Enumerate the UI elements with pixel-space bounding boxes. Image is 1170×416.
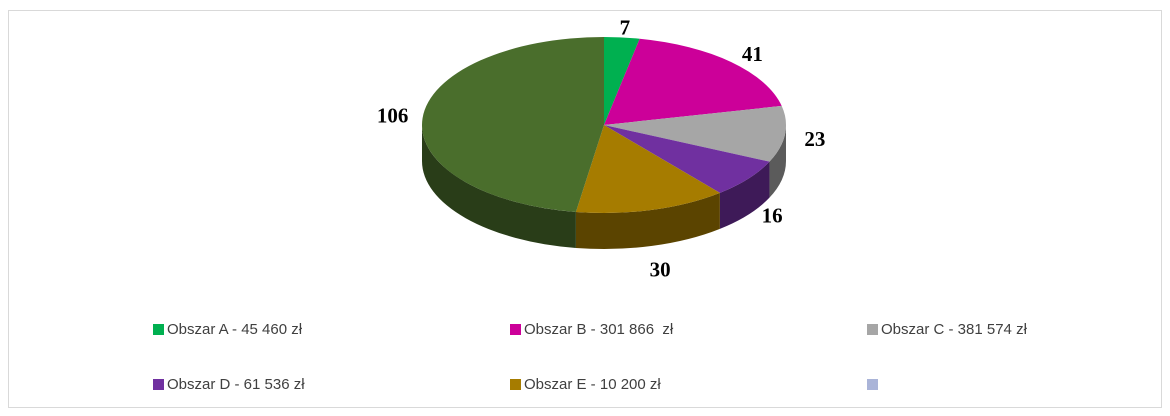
legend-label: Obszar A - 45 460 zł: [167, 321, 303, 338]
legend-swatch: [867, 324, 878, 335]
legend-label: Obszar C - 381 574 zł: [881, 321, 1028, 338]
data-label: 7: [620, 15, 631, 39]
slice: [604, 105, 787, 162]
data-label: 41: [742, 42, 763, 66]
slice: [604, 38, 782, 126]
legend-label: Obszar E - 10 200 zł: [524, 376, 661, 393]
slice: [421, 36, 604, 212]
slice-side: [422, 125, 576, 248]
slice-side: [769, 125, 786, 198]
data-label: 16: [762, 203, 783, 227]
legend-swatch: [510, 324, 521, 335]
legend-swatch: [510, 379, 521, 390]
legend-swatch: [153, 324, 164, 335]
slice: [575, 125, 720, 213]
legend-label: Obszar D - 61 536 zł: [167, 376, 305, 393]
slice-side: [575, 192, 720, 249]
legend-label: Obszar B - 301 866 zł: [524, 321, 674, 338]
slice-side: [719, 161, 770, 229]
data-label: 23: [804, 127, 825, 151]
legend-swatch: [153, 379, 164, 390]
slice: [604, 125, 770, 193]
slice: [604, 37, 640, 125]
legend-swatch: [867, 379, 878, 390]
data-label: 106: [377, 103, 409, 127]
data-label: 30: [650, 257, 671, 281]
